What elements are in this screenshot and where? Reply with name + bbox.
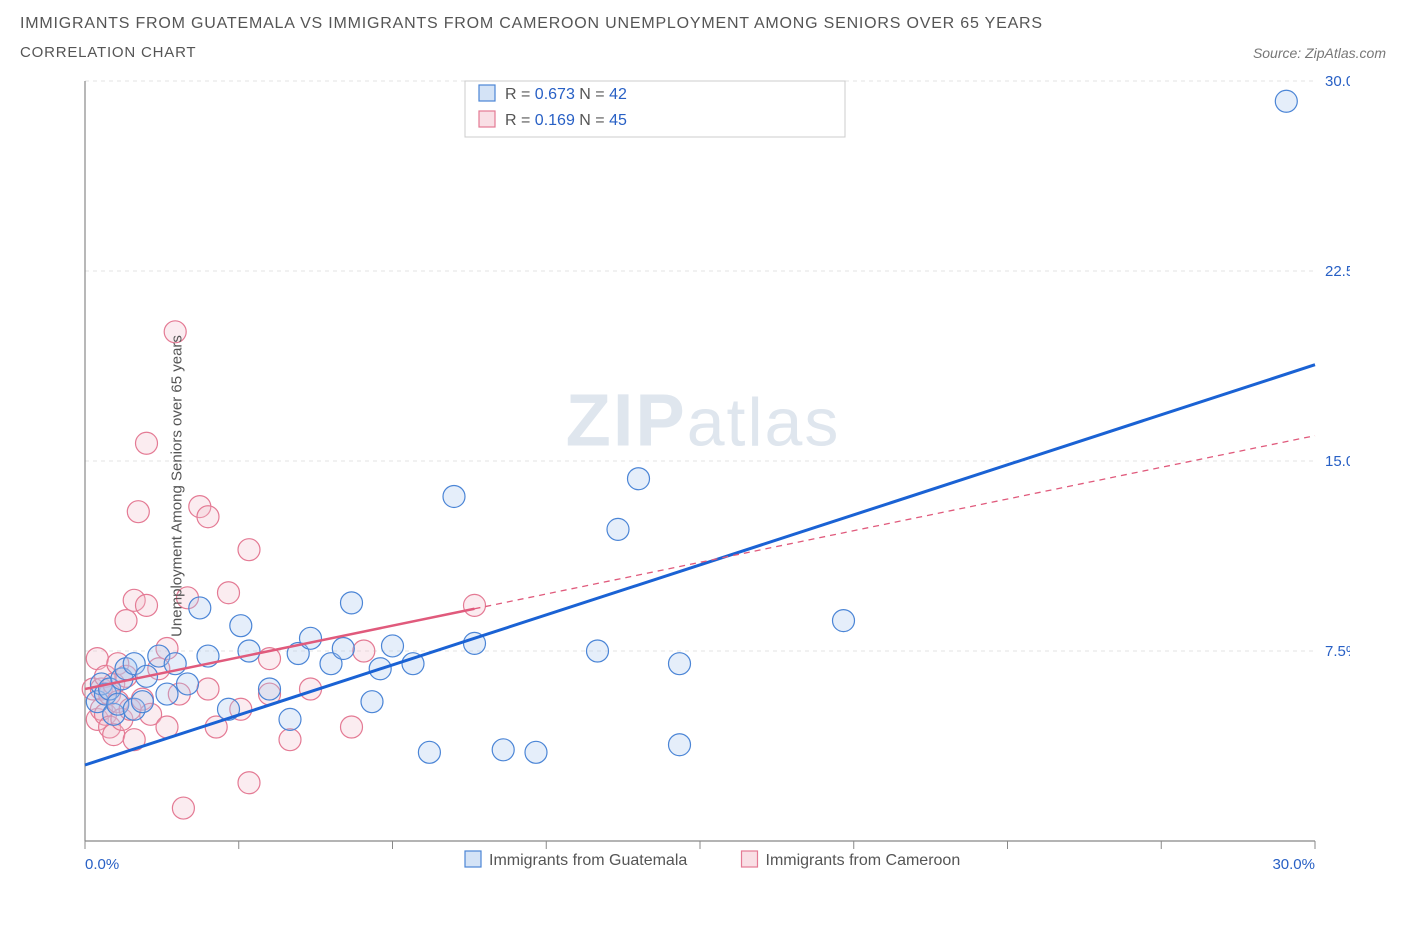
svg-text:30.0%: 30.0%	[1272, 856, 1315, 873]
y-axis-label: Unemployment Among Seniors over 65 years	[168, 335, 185, 637]
svg-text:Immigrants from Cameroon: Immigrants from Cameroon	[766, 852, 961, 869]
chart-title: IMMIGRANTS FROM GUATEMALA VS IMMIGRANTS …	[20, 12, 1043, 36]
svg-text:R = 0.169 N = 45: R = 0.169 N = 45	[505, 112, 627, 129]
svg-text:30.0%: 30.0%	[1325, 73, 1350, 90]
scatter-chart: 7.5% 15.0% 22.5% 30.0% 0.0% 30.0% R = 0.673 N …	[20, 71, 1350, 901]
svg-text:7.5%: 7.5%	[1325, 643, 1350, 660]
source-attribution: Source: ZipAtlas.com	[1253, 45, 1386, 61]
svg-text:22.5%: 22.5%	[1325, 263, 1350, 280]
svg-text:R = 0.673 N = 42: R = 0.673 N = 42	[505, 86, 627, 103]
svg-text:0.0%: 0.0%	[85, 856, 119, 873]
svg-text:15.0%: 15.0%	[1325, 453, 1350, 470]
svg-text:Immigrants from Guatemala: Immigrants from Guatemala	[489, 852, 687, 869]
chart-container: Unemployment Among Seniors over 65 years…	[20, 71, 1386, 901]
chart-subtitle: CORRELATION CHART	[20, 44, 196, 61]
